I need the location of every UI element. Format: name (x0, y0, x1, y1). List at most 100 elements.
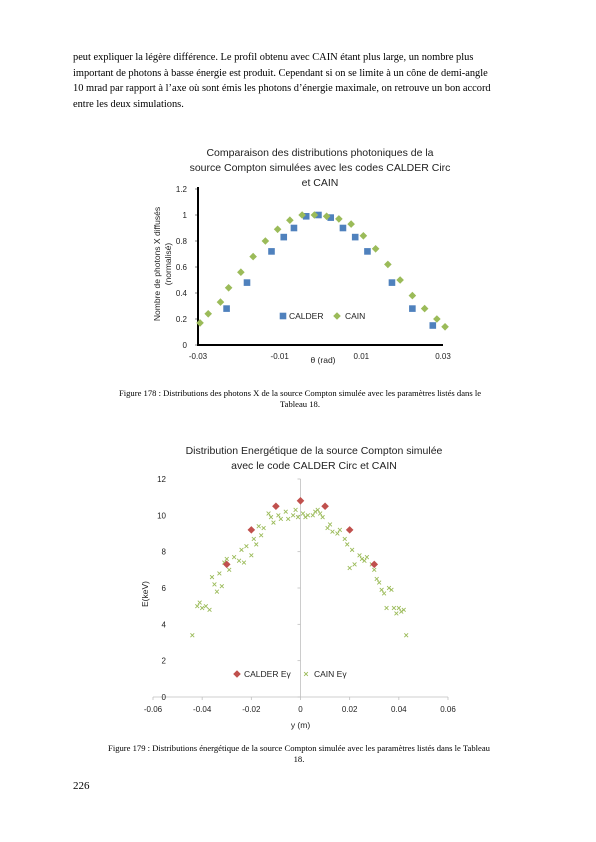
data-point (335, 215, 343, 223)
data-point (315, 211, 322, 219)
data-point (345, 526, 354, 534)
data-point (302, 213, 310, 220)
caption-line: Tableau 18. (280, 399, 320, 409)
y-tick-label: 12 (157, 475, 166, 484)
data-point (236, 558, 242, 563)
data-point (344, 542, 350, 547)
data-point (372, 567, 377, 573)
data-point (388, 279, 396, 286)
photon-distribution-chart: Comparaison des distributions photonique… (152, 147, 451, 365)
data-point (247, 526, 256, 534)
data-point (320, 514, 325, 520)
y-tick-label: 1 (183, 211, 188, 220)
data-point (226, 567, 232, 573)
data-point (303, 514, 308, 520)
data-point (330, 529, 335, 534)
data-point (196, 319, 204, 327)
data-point (216, 298, 225, 306)
data-point (231, 554, 237, 560)
data-point (391, 605, 397, 611)
data-point (342, 536, 347, 542)
legend-label-calder: CALDER (289, 311, 323, 321)
data-point (310, 211, 319, 219)
data-point (371, 245, 380, 253)
data-point (209, 574, 215, 580)
legend-marker-calder (233, 670, 241, 678)
data-point (389, 587, 394, 593)
paragraph-line: 10 mrad par rapport à l’axe où sont émis… (73, 83, 491, 94)
data-point (396, 605, 402, 611)
x-axis-label: θ (rad) (310, 355, 335, 365)
data-point (408, 291, 417, 300)
data-point (362, 558, 367, 563)
y-tick-label: 0.4 (176, 289, 188, 298)
data-point (261, 525, 266, 531)
data-point (272, 502, 280, 511)
data-point (420, 304, 429, 313)
data-point (249, 553, 254, 558)
data-point (300, 511, 306, 516)
x-tick-label: -0.04 (193, 705, 212, 714)
data-point (335, 531, 340, 536)
legend-marker-cain (303, 671, 309, 677)
data-point (278, 516, 284, 522)
x-tick-label: 0.01 (354, 352, 370, 361)
y-axis-label-line: (normalisé) (163, 243, 173, 286)
data-point (409, 305, 416, 312)
data-point (394, 611, 399, 616)
data-point (290, 224, 298, 232)
data-point (364, 554, 370, 560)
data-point (217, 571, 222, 576)
x-tick-label: 0 (298, 705, 303, 714)
y-tick-label: 0 (162, 693, 167, 702)
data-point (433, 315, 441, 323)
chart-title-line: source Compton simulées avec les codes C… (190, 162, 451, 174)
figure-179-caption: Figure 179 : Distributions énergétique d… (66, 743, 532, 765)
data-point (286, 216, 294, 224)
data-point (254, 542, 259, 547)
y-tick-label: 6 (162, 584, 167, 593)
data-point (399, 609, 404, 614)
caption-line: 18. (293, 754, 305, 764)
data-point (305, 513, 311, 518)
x-tick-label: 0.02 (342, 705, 358, 714)
data-point (347, 565, 352, 571)
x-tick-label: 0.04 (391, 705, 407, 714)
data-point (325, 525, 330, 531)
data-point (239, 547, 244, 553)
data-point (219, 583, 225, 589)
data-point (359, 556, 365, 562)
chart-title-line: Comparaison des distributions photonique… (206, 147, 433, 159)
data-point (243, 279, 251, 286)
paragraph-line: peut expliquer la légère différence. Le … (73, 52, 474, 63)
data-point (339, 224, 347, 232)
data-point (337, 527, 343, 533)
data-point (290, 513, 296, 518)
x-tick-label: 0.03 (435, 352, 451, 361)
data-point (203, 603, 209, 609)
data-point (384, 605, 389, 611)
legend-marker-cain (333, 312, 341, 320)
y-axis-label: E(keV) (140, 581, 150, 607)
data-point (276, 513, 281, 518)
x-tick-label: 0.06 (440, 705, 456, 714)
data-point (381, 591, 387, 596)
data-point (244, 543, 249, 549)
data-point (224, 556, 229, 562)
chart-title-line: et CAIN (302, 177, 339, 189)
data-point (256, 524, 261, 529)
data-point (204, 310, 213, 318)
data-point (223, 305, 230, 312)
x-tick-label: -0.06 (144, 705, 163, 714)
data-point (258, 533, 264, 538)
data-point (197, 600, 202, 605)
data-point (429, 322, 437, 329)
data-point (349, 547, 355, 553)
y-axis-label-line: Nombre de photons X diffusés (152, 207, 162, 321)
chart-title-line: Distribution Energétique de la source Co… (186, 445, 443, 457)
data-point (296, 497, 305, 505)
chart-title-line: avec le code CALDER Circ et CAIN (231, 460, 397, 472)
data-point (283, 509, 288, 514)
legend-label-cain: CAIN Eγ (314, 669, 347, 679)
data-point (370, 560, 379, 569)
